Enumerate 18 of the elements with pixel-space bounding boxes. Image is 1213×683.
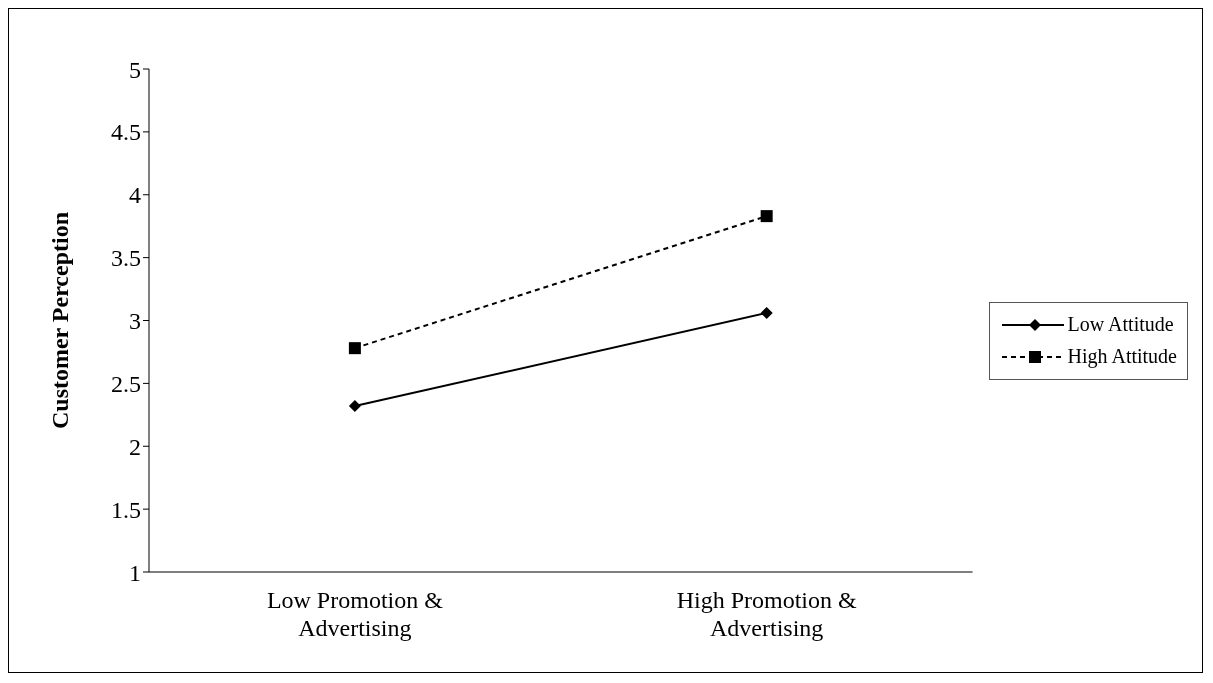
x-tick-label: High Promotion & Advertising (676, 587, 857, 641)
point (760, 306, 773, 319)
y-tick-label: 4 (129, 182, 141, 209)
point (348, 342, 361, 355)
y-tick-label: 3.5 (111, 245, 141, 272)
y-tick-label: 1.5 (111, 496, 141, 523)
y-axis-title: Customer Perception (46, 211, 73, 430)
x-tick-label: Low Promotion & Advertising (266, 587, 444, 641)
y-tick-label: 4.5 (111, 119, 141, 146)
point (760, 210, 773, 223)
y-tick-label: 2 (129, 433, 141, 460)
legend-label: High Attitude (1067, 345, 1177, 368)
point (348, 400, 361, 413)
y-tick-label: 5 (129, 56, 141, 83)
y-tick-label: 3 (129, 308, 141, 335)
legend-label: Low Attitude (1067, 313, 1174, 336)
y-tick-label: 1 (129, 559, 141, 586)
y-tick-label: 2.5 (111, 370, 141, 397)
